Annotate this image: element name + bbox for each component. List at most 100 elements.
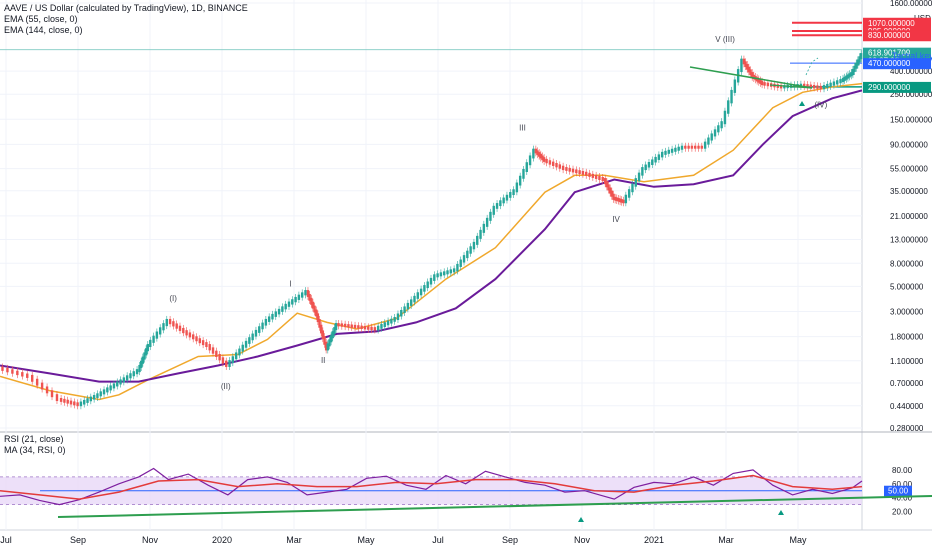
wave-label: III [519, 123, 526, 132]
price-candle [499, 200, 502, 207]
price-candle [172, 321, 175, 327]
price-candle [664, 150, 667, 155]
price-levels: 1070.000000905.000000830.000000618.90170… [0, 17, 931, 93]
price-candle [168, 318, 172, 325]
price-label-text: 618.901709 [868, 49, 911, 58]
price-candle [605, 181, 609, 188]
price-candle [396, 313, 400, 321]
price-candle [670, 148, 674, 153]
price-candle [264, 318, 268, 326]
price-label-text: 1070.000000 [868, 19, 915, 28]
price-candle [106, 387, 109, 393]
price-candle [548, 160, 552, 165]
time-tick-label: Mar [718, 535, 734, 545]
projection-arrow [805, 57, 819, 76]
price-candle [400, 309, 403, 317]
price-candle [141, 356, 145, 364]
price-candle [158, 327, 162, 335]
price-candle [383, 322, 386, 328]
support-marker-arrow [799, 101, 805, 106]
time-tick-label: Jul [432, 535, 444, 545]
ema-55-line [0, 82, 863, 401]
price-tick-label: 0.280000 [890, 424, 924, 433]
price-tick-label: 1600.000000 [890, 0, 932, 8]
rsi-ma-line [0, 474, 863, 500]
price-candle [755, 77, 759, 82]
price-candle [201, 340, 205, 346]
price-candle [588, 172, 591, 177]
price-candle [63, 398, 66, 403]
price-candle [122, 377, 126, 383]
price-candle [185, 330, 188, 336]
price-candle [806, 84, 809, 88]
price-label-text: 290.000000 [868, 83, 911, 92]
price-candle [571, 168, 575, 173]
price-candle [604, 178, 607, 185]
price-candle [419, 288, 423, 296]
price-candle [694, 145, 697, 149]
support-annotation: Tactial key support [892, 51, 932, 61]
price-candle [329, 335, 333, 343]
price-candle [660, 151, 664, 158]
price-candle [449, 269, 453, 274]
price-candle [304, 290, 307, 296]
price-candle [274, 311, 277, 317]
wave-label: IV [612, 215, 620, 224]
price-tick-label: 3.000000 [890, 307, 924, 316]
price-candle [615, 197, 618, 201]
price-candle [809, 84, 813, 89]
price-candle [674, 147, 677, 152]
price-candle [654, 156, 657, 163]
price-candle [16, 370, 19, 376]
price-tick-label: 90.000000 [890, 140, 928, 149]
price-candle [466, 250, 469, 259]
price-candle [284, 303, 287, 310]
price-candle [231, 356, 235, 364]
price-candle [578, 170, 581, 174]
price-candle [575, 169, 578, 174]
price-candle [641, 167, 644, 176]
price-candle [541, 155, 544, 161]
price-candle [812, 85, 816, 89]
price-candle [319, 324, 323, 334]
price-candle [433, 274, 436, 281]
price-tick-label: 250.000000 [890, 90, 932, 99]
price-candle [175, 323, 178, 329]
price-candle [211, 347, 215, 354]
time-tick-label: May [357, 535, 375, 545]
price-candle [271, 313, 274, 320]
price-candle [512, 189, 515, 196]
price-candle [238, 348, 241, 356]
price-candle [752, 74, 756, 80]
price-candle [89, 396, 93, 402]
price-candle [620, 199, 623, 203]
price-candle [819, 85, 822, 90]
price-candle [86, 398, 89, 403]
grid [0, 0, 932, 531]
price-candle [763, 82, 766, 86]
price-candle [598, 175, 601, 181]
price-candle [779, 84, 783, 89]
price-candle [657, 154, 661, 160]
price-candle [783, 85, 786, 89]
price-candle [119, 379, 122, 385]
price-candle [69, 400, 73, 405]
price-label-box [863, 30, 931, 42]
price-candle [109, 385, 112, 391]
price-candle [710, 133, 713, 141]
price-candle [608, 187, 612, 194]
wave-label: II [321, 356, 325, 365]
price-candle [125, 375, 129, 381]
price-candle [713, 129, 717, 137]
price-candle [31, 374, 34, 382]
price-candle [536, 150, 539, 156]
price-candle [205, 342, 208, 348]
price-candle [429, 277, 433, 285]
price-candle [198, 338, 202, 344]
price-candle [537, 152, 541, 157]
price-candle [267, 316, 271, 322]
wedge-upper-trendline [689, 66, 813, 89]
price-candle [836, 80, 839, 85]
